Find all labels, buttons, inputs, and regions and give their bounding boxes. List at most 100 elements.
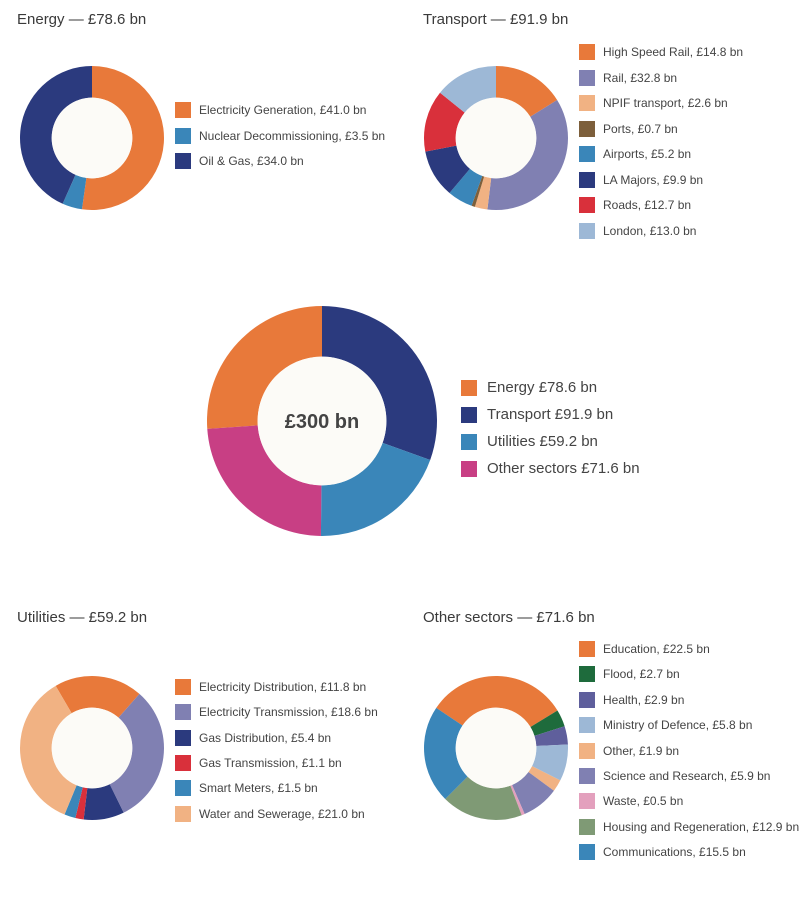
slice-electricity-transmission-18-6-bn — [109, 693, 164, 813]
slice-la-majors-9-9-bn — [425, 145, 470, 193]
legend-swatch — [175, 805, 191, 822]
slice-science-and-research-5-9-bn — [512, 771, 554, 815]
legend-swatch — [579, 691, 595, 708]
slice-npif-transport-2-6-bn — [474, 176, 492, 210]
legend-swatch — [461, 461, 477, 477]
chart-title: Utilities — £59.2 bn — [17, 609, 148, 626]
slice-education-22-5-bn — [436, 676, 558, 728]
legend-swatch — [175, 679, 191, 695]
legend-label: Housing and Regeneration, £12.9 bn — [603, 819, 800, 834]
slice-utilities-59-2-bn — [320, 442, 431, 536]
legend-label: Science and Research, £5.9 bn — [603, 769, 771, 783]
legend-label: Electricity Distribution, £11.8 bn — [199, 680, 367, 694]
legend-label: Nuclear Decommissioning, £3.5 bn — [199, 128, 386, 143]
slice-oil-gas-34-0-bn — [20, 66, 92, 204]
legend-label: Oil & Gas, £34.0 bn — [199, 154, 304, 168]
total-donut: £300 bn — [207, 306, 437, 536]
slice-health-2-9-bn — [534, 726, 568, 747]
slice-high-speed-rail-14-8-bn — [496, 66, 558, 117]
legend-swatch — [579, 666, 595, 683]
legend-swatch — [579, 818, 595, 835]
legend-swatch — [175, 102, 191, 118]
legend-label: Transport £91.9 bn — [487, 406, 614, 423]
legend-swatch — [175, 704, 191, 721]
chart-title: Energy — £78.6 bn — [17, 11, 147, 28]
chart-title: Transport — £91.9 bn — [423, 11, 569, 28]
legend-label: Ports, £0.7 bn — [603, 121, 678, 136]
slice-communications-15-5-bn — [424, 707, 468, 800]
slice-ministry-of-defence-5-8-bn — [531, 744, 568, 781]
legend-swatch — [579, 171, 595, 188]
legend-label: Electricity Generation, £41.0 bn — [199, 103, 367, 117]
center-total-label: £300 bn — [285, 411, 359, 433]
slice-ports-0-7-bn — [471, 175, 485, 207]
legend-label: Waste, £0.5 bn — [603, 794, 684, 809]
legend-swatch — [579, 120, 595, 137]
legend-swatch — [175, 754, 191, 771]
legend-label: Gas Distribution, £5.4 bn — [199, 730, 332, 745]
utilities-donut — [20, 676, 164, 820]
slice-water-and-sewerage-21-0-bn — [20, 685, 77, 815]
slice-gas-distribution-5-4-bn — [83, 784, 124, 820]
legend-label: LA Majors, £9.9 bn — [603, 172, 704, 187]
slice-roads-12-7-bn — [424, 92, 465, 152]
legend-label: London, £13.0 bn — [603, 223, 697, 238]
slice-nuclear-decommissioning-3-5-bn — [62, 174, 87, 210]
legend-swatch — [579, 717, 595, 734]
legend-swatch — [461, 380, 477, 396]
legend-swatch — [461, 434, 477, 450]
legend-label: Education, £22.5 bn — [603, 642, 710, 656]
legend-swatch — [579, 742, 595, 759]
legend-swatch — [579, 222, 595, 239]
energy-donut — [20, 66, 165, 210]
legend-label: High Speed Rail, £14.8 bn — [603, 45, 744, 59]
legend-swatch — [579, 197, 595, 213]
legend-label: Smart Meters, £1.5 bn — [199, 781, 318, 796]
legend-label: Flood, £2.7 bn — [603, 667, 680, 682]
slice-energy-78-6-bn — [207, 306, 322, 429]
transport-donut — [424, 66, 568, 211]
slice-waste-0-5-bn — [510, 784, 525, 816]
slice-smart-meters-1-5-bn — [64, 785, 83, 819]
legend-swatch — [579, 844, 595, 861]
legend-label: Electricity Transmission, £18.6 bn — [199, 705, 378, 720]
legend-swatch — [579, 641, 595, 657]
legend-swatch — [579, 69, 595, 86]
legend-swatch — [461, 407, 477, 423]
legend-label: Communications, £15.5 bn — [603, 845, 746, 860]
slice-housing-and-regeneration-12-9-bn — [445, 776, 522, 820]
donut-center — [51, 97, 133, 179]
legend-swatch — [579, 768, 595, 784]
legend-swatch — [175, 153, 191, 169]
legend-swatch — [579, 95, 595, 111]
legend-label: Energy £78.6 bn — [487, 379, 598, 396]
slice-transport-91-9-bn — [322, 306, 437, 460]
slice-electricity-distribution-11-8-bn — [55, 676, 140, 718]
donut-center — [455, 97, 537, 179]
legend-swatch — [175, 729, 191, 746]
legend-swatch — [579, 44, 595, 60]
slice-airports-5-2-bn — [449, 168, 483, 206]
legend-swatch — [175, 780, 191, 797]
legend-label: Health, £2.9 bn — [603, 692, 685, 707]
legend-label: Gas Transmission, £1.1 bn — [199, 755, 342, 770]
slice-other-1-9-bn — [528, 766, 561, 791]
donut-center — [257, 356, 387, 486]
slice-electricity-generation-41-0-bn — [81, 66, 165, 210]
chart-title: Other sectors — £71.6 bn — [423, 609, 595, 626]
donut-center — [455, 707, 537, 789]
slice-gas-transmission-1-1-bn — [75, 787, 88, 820]
legend-label: Roads, £12.7 bn — [603, 198, 692, 212]
slice-other-sectors-71-6-bn — [207, 425, 322, 536]
slice-london-13-0-bn — [440, 66, 496, 113]
legend-swatch — [579, 793, 595, 810]
legend-label: Other, £1.9 bn — [603, 743, 680, 758]
donut-center — [51, 707, 133, 789]
legend-swatch — [175, 127, 191, 144]
legend-label: Airports, £5.2 bn — [603, 147, 692, 161]
slice-rail-32-8-bn — [487, 99, 568, 211]
legend-label: NPIF transport, £2.6 bn — [603, 96, 728, 110]
slice-flood-2-7-bn — [530, 710, 565, 736]
legend-label: Ministry of Defence, £5.8 bn — [603, 718, 753, 733]
legend-label: Water and Sewerage, £21.0 bn — [199, 806, 365, 821]
